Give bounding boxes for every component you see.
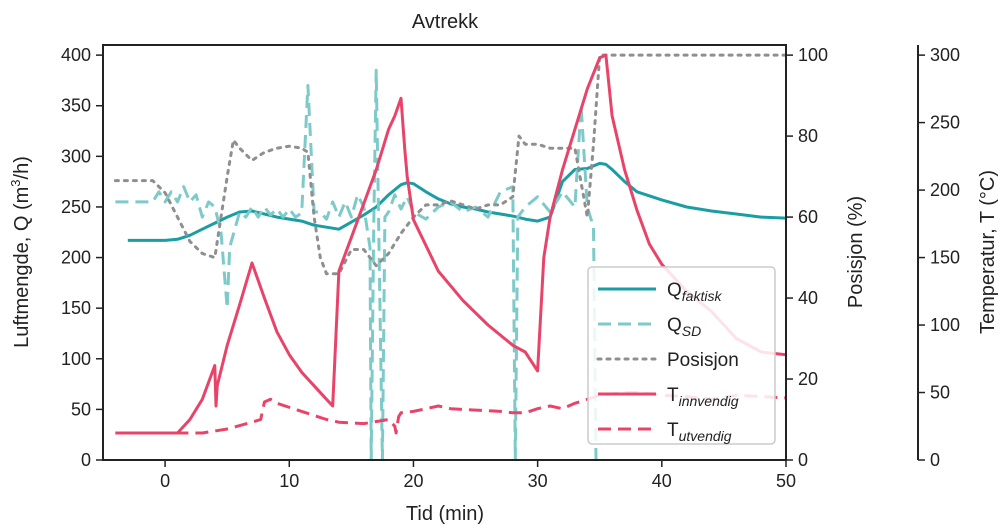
temperature-tick-label-200: 200 — [930, 180, 960, 200]
axes-layer: 0 10 20 30 40 5005010015020025030035040002040… — [61, 45, 960, 491]
series-line-q-faktisk — [127, 161, 786, 242]
legend-label-main: Posisjon — [667, 350, 739, 371]
left-axis-label-part-1: Luftmengde, Q (m — [11, 187, 33, 348]
left-tick-label-150: 150 — [61, 298, 91, 318]
legend-label-main: T — [667, 420, 679, 441]
temperature-tick-label-300: 300 — [930, 45, 960, 65]
left-tick-label-0: 0 — [81, 450, 91, 470]
x-axis-label: Tid (min) — [406, 503, 484, 525]
position-tick-label-20: 20 — [798, 369, 818, 389]
left-tick-label-100: 100 — [61, 349, 91, 369]
series-line-posisjon — [113, 53, 786, 276]
position-tick-label-40: 40 — [798, 288, 818, 308]
legend-label-subscript: utvendig — [679, 428, 732, 444]
x-tick-label-40: 40 — [652, 471, 672, 491]
temperature-tick-label-250: 250 — [930, 113, 960, 133]
left-tick-label-300: 300 — [61, 146, 91, 166]
legend-label-posisjon: Posisjon — [667, 350, 739, 371]
legend-label-q-faktisk: Qfaktisk — [667, 280, 722, 304]
left-tick-label-400: 400 — [61, 45, 91, 65]
x-tick-label-50: 50 — [776, 471, 796, 491]
legend-label-subscript: faktisk — [682, 288, 723, 304]
temperature-tick-label-100: 100 — [930, 315, 960, 335]
left-axis-label: Luftmengde, Q (m3/h) — [8, 156, 33, 348]
temperature-tick-label-150: 150 — [930, 248, 960, 268]
legend-label-subscript: innvendig — [679, 393, 739, 409]
series-line-q-sd — [115, 68, 598, 460]
legend-label-subscript: SD — [682, 323, 701, 339]
legend-label-main: Q — [667, 280, 682, 301]
left-tick-label-50: 50 — [71, 399, 91, 419]
x-tick-label-0: 0 — [160, 471, 170, 491]
legend-box — [587, 266, 776, 445]
x-tick-label-20: 20 — [403, 471, 423, 491]
left-axis-label-superscript: 3 — [8, 179, 23, 186]
position-tick-label-100: 100 — [798, 45, 828, 65]
left-axis-label-part-3: /h) — [11, 156, 33, 179]
temperature-axis-label: Temperatur, T (°C) — [977, 170, 999, 334]
position-tick-label-0: 0 — [798, 450, 808, 470]
legend-label-t-innvendig: Tinnvendig — [667, 385, 739, 409]
legend-label-t-utvendig: Tutvendig — [667, 420, 732, 444]
x-tick-label-30: 30 — [528, 471, 548, 491]
series-line-t-innvendig — [115, 53, 786, 435]
temperature-tick-label-0: 0 — [930, 450, 940, 470]
legend-label-q-sd: QSD — [667, 315, 701, 339]
x-tick-label-10: 10 — [279, 471, 299, 491]
left-tick-label-200: 200 — [61, 248, 91, 268]
temperature-tick-label-50: 50 — [930, 383, 950, 403]
left-tick-label-350: 350 — [61, 96, 91, 116]
legend-label-main: Q — [667, 315, 682, 336]
chart-title: Avtrekk — [412, 11, 479, 33]
position-tick-label-60: 60 — [798, 207, 818, 227]
position-axis-label: Posisjon (%) — [845, 196, 867, 308]
position-tick-label-80: 80 — [798, 126, 818, 146]
left-tick-label-250: 250 — [61, 197, 91, 217]
legend-label-main: T — [667, 385, 679, 406]
plot-frame — [102, 44, 787, 461]
